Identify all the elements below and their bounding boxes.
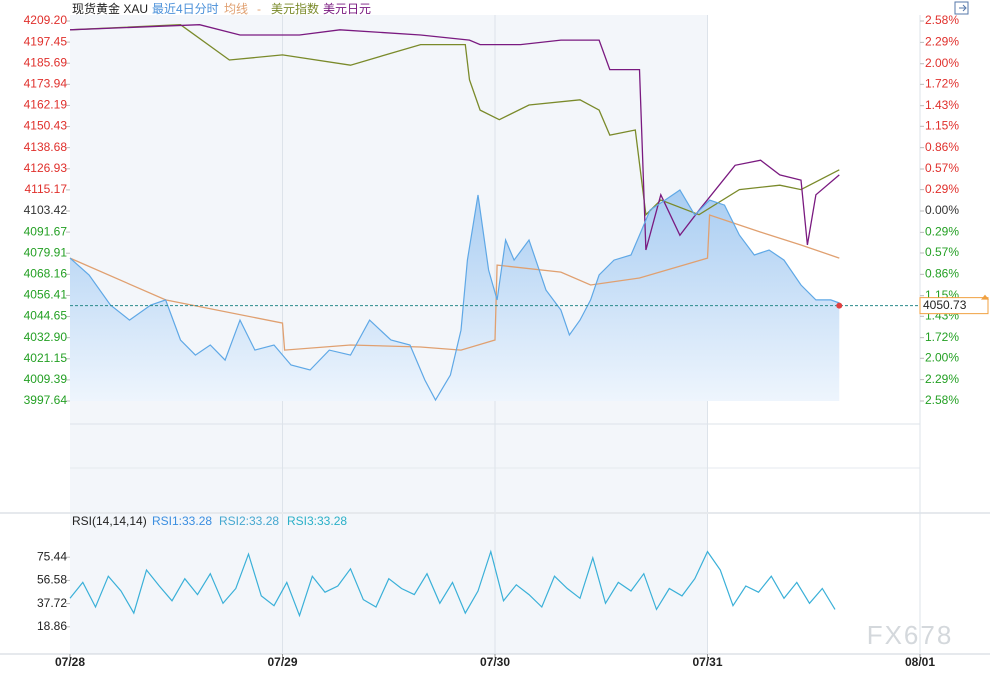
- y-tick-label: 56.58: [37, 573, 67, 587]
- price-tag-label: 4050.73: [923, 298, 967, 312]
- y2-tick-label: 2.29%: [925, 372, 959, 386]
- y2-tick-label: 0.57%: [925, 245, 959, 259]
- y-tick-label: 4079.91: [24, 245, 68, 259]
- y-tick-label: 4056.41: [24, 288, 68, 302]
- y-tick-label: 4150.43: [24, 119, 68, 133]
- y-tick-label: 4138.68: [24, 140, 68, 154]
- y2-tick-label: 1.43%: [925, 98, 959, 112]
- y2-tick-label: 2.58%: [925, 393, 959, 407]
- y2-tick-label: 1.15%: [925, 118, 959, 132]
- legend-entry: 均线: [224, 2, 248, 16]
- y-tick-label: 4115.17: [25, 182, 68, 196]
- x-tick-label: 07/28: [55, 655, 85, 669]
- price-tag: [919, 297, 989, 315]
- y2-tick-label: 2.00%: [925, 350, 959, 364]
- watermark: FX678: [867, 620, 954, 650]
- legend-separator: -: [257, 2, 261, 16]
- y-tick-label: 4126.93: [24, 161, 68, 175]
- panel-bg: [70, 514, 707, 654]
- series-line: [69, 24, 840, 217]
- legend-entry: RSI3:33.28: [287, 514, 347, 528]
- expand-button[interactable]: [954, 1, 969, 15]
- y-tick-label: 75.44: [37, 549, 67, 563]
- y2-tick-label: 2.29%: [925, 35, 959, 49]
- y-tick-label: 4173.94: [24, 77, 68, 91]
- subtitle: 最近4日分时: [152, 2, 219, 16]
- rsi-title: RSI(14,14,14): [72, 514, 147, 528]
- y2-tick-label: 0.86%: [925, 267, 959, 281]
- price-arrow: [981, 294, 989, 300]
- legend-entry: 美元指数: [271, 1, 319, 16]
- y-tick-label: 4103.42: [24, 203, 68, 217]
- y2-tick-label: 2.00%: [925, 56, 959, 70]
- x-tick-label: 08/01: [905, 655, 935, 669]
- x-tick-label: 07/30: [480, 655, 510, 669]
- y-tick-label: 4032.90: [24, 330, 68, 344]
- legend-entry: RSI1:33.28: [152, 514, 212, 528]
- y-tick-label: 4209.20: [24, 13, 68, 27]
- price-line: [69, 549, 836, 618]
- y-tick-label: 4091.67: [24, 224, 68, 238]
- y-tick-label: 4185.69: [24, 55, 68, 69]
- x-tick-label: 07/31: [692, 655, 722, 669]
- y-tick-label: 37.72: [37, 596, 67, 610]
- series-line: [69, 214, 840, 351]
- y-tick-label: 4162.19: [24, 98, 68, 112]
- y2-tick-label: 1.72%: [925, 77, 959, 91]
- y-tick-label: 3997.64: [24, 393, 68, 407]
- y2-tick-label: 0.29%: [925, 182, 959, 196]
- legend-entry: 美元日元: [323, 2, 371, 16]
- legend-entry: RSI2:33.28: [219, 514, 279, 528]
- y2-tick-label: 0.29%: [925, 225, 959, 239]
- y2-tick-label: 2.58%: [925, 13, 959, 27]
- series-line: [69, 24, 840, 251]
- y-tick-label: 4044.65: [24, 309, 68, 323]
- title: 现货黄金 XAU: [72, 1, 148, 16]
- y2-tick-label: 0.86%: [925, 140, 959, 154]
- y2-tick-label: 1.72%: [925, 330, 959, 344]
- y-tick-label: 4021.15: [24, 351, 68, 365]
- y-tick-label: 4197.45: [24, 34, 68, 48]
- y-tick-label: 4009.39: [24, 372, 68, 386]
- last-point: [836, 302, 843, 309]
- y-tick-label: 18.86: [37, 619, 67, 633]
- y2-tick-label: 0.57%: [925, 161, 959, 175]
- y-tick-label: 4068.16: [24, 267, 68, 281]
- panel-bg: [70, 15, 707, 512]
- y2-tick-label: 0.00%: [925, 203, 959, 217]
- x-tick-label: 07/29: [267, 655, 297, 669]
- price-line: [69, 189, 840, 402]
- legend: 现货黄金 XAU 最近4日分时 均线 - 美元指数 美元日元 RSI(14,14…: [72, 1, 371, 528]
